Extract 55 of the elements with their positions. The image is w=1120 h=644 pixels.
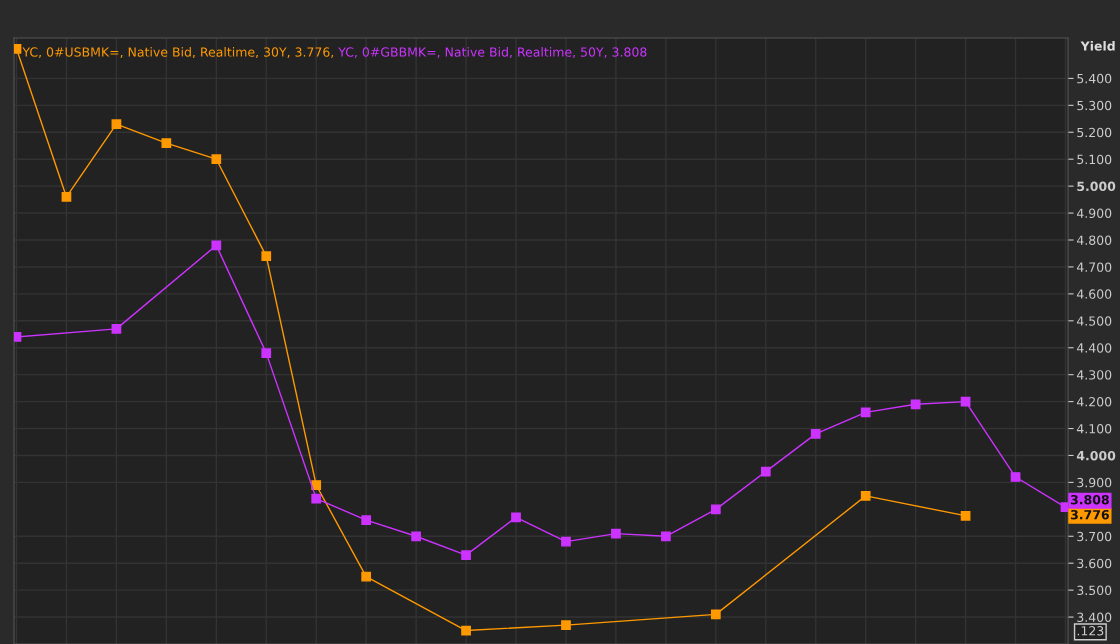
point <box>960 510 971 521</box>
point <box>561 620 571 631</box>
y-tick-label: 4.900 <box>1076 208 1112 218</box>
point <box>111 324 122 334</box>
y-tick-label: 3.600 <box>1077 558 1112 569</box>
y-tick-label: 5.300 <box>1077 100 1112 111</box>
point <box>561 536 571 547</box>
point <box>311 493 322 504</box>
y-tick-label: 5.000 <box>1077 181 1116 192</box>
point <box>111 119 122 130</box>
y-tick-label: 4.500 <box>1076 316 1112 326</box>
point <box>211 240 222 251</box>
point <box>860 491 871 501</box>
y-tick-label: 4.600 <box>1076 289 1112 299</box>
text: YC, 0#GBBMK=, Native Bid, Realtime, 50Y, 3.808 <box>338 47 647 59</box>
point <box>161 138 172 148</box>
y-tick-label: 4.700 <box>1076 262 1112 272</box>
point <box>261 348 272 358</box>
y-tick-label: 3.900 <box>1077 477 1112 488</box>
y-tick-label: 4.300 <box>1076 370 1112 380</box>
y-axis-title: Yield <box>1080 41 1115 51</box>
text: .123 <box>1077 626 1104 636</box>
series-label: YC, 0#USBMK=, Native Bid, Realtime, 30Y, 3.776, <box>22 47 334 59</box>
point <box>710 609 721 620</box>
point <box>760 466 771 477</box>
y-tick-label: 5.400 <box>1077 73 1112 84</box>
y-tick-label: 5.100 <box>1077 154 1112 165</box>
text: 3.776 <box>1070 509 1109 520</box>
y-tick-label: 3.700 <box>1077 531 1112 542</box>
point <box>710 504 721 515</box>
point <box>211 154 222 165</box>
y-tick-label: 4.100 <box>1076 424 1112 434</box>
y-tick-label: 4.200 <box>1076 397 1112 407</box>
y-tick-label: 4.400 <box>1076 343 1112 353</box>
point <box>311 480 322 490</box>
point <box>661 531 671 542</box>
point <box>1010 472 1021 482</box>
point <box>61 192 72 202</box>
point <box>361 571 372 582</box>
point <box>611 528 621 539</box>
y-tick-label: 3.500 <box>1077 585 1112 596</box>
text: 3.808 <box>1070 494 1109 505</box>
point <box>461 550 471 560</box>
point <box>411 531 421 542</box>
y-tick-label: 4.000 <box>1076 450 1116 461</box>
point <box>261 251 272 262</box>
y-tick-label: 4.800 <box>1076 235 1112 245</box>
point <box>810 429 821 439</box>
point <box>461 625 471 636</box>
y-tick-label: 3.400 <box>1077 612 1112 622</box>
point <box>910 399 921 410</box>
y-tick-label: 5.200 <box>1077 127 1112 138</box>
point <box>511 512 521 523</box>
point <box>860 407 871 418</box>
point <box>361 515 372 525</box>
